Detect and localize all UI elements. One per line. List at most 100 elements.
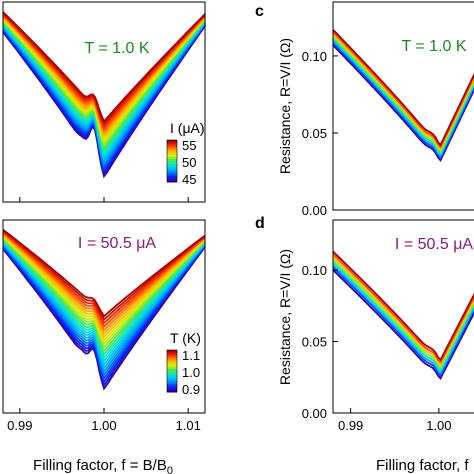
panel-c-frame: [332, 1, 474, 211]
series-line: [2, 16, 206, 138]
colorbar-segment: [167, 381, 177, 385]
series-line: [332, 269, 474, 380]
colorbar-segment: [167, 150, 177, 154]
series-line: [2, 231, 206, 329]
series-line: [332, 33, 474, 152]
series-line: [332, 258, 474, 370]
colorbar-segment: [167, 146, 177, 149]
x-tick-label: 0.99: [338, 418, 363, 433]
series-line: [2, 240, 206, 363]
series-line: [2, 229, 206, 322]
series-line: [332, 256, 474, 367]
series-line: [332, 31, 474, 149]
colorbar-tick-label: 50: [182, 155, 196, 170]
colorbar-segment: [167, 169, 177, 172]
series-line: [332, 42, 474, 160]
series-line: [2, 228, 206, 318]
colorbar-segment: [167, 177, 177, 181]
colorbar-segment: [167, 354, 177, 357]
colorbar-segment: [167, 373, 177, 376]
series-line: [332, 266, 474, 378]
colorbar-segment: [167, 163, 177, 166]
panel-d-series: [332, 250, 474, 380]
panel-c-series: [332, 29, 474, 163]
series-line: [332, 37, 474, 156]
colorbar-segment: [167, 161, 177, 164]
series-line: [2, 240, 206, 360]
panel-b-annotation: I = 50.5 μA: [78, 235, 156, 252]
colorbar-frame: [166, 349, 178, 393]
series-line: [2, 233, 206, 336]
series-line: [2, 244, 206, 377]
y-tick-label: 0.05: [302, 126, 327, 141]
colorbar-segment: [167, 179, 177, 183]
colorbar-segment: [167, 356, 177, 359]
series-line: [2, 237, 206, 349]
panel-a-annotation: T = 1.0 K: [84, 40, 149, 57]
colorbar-tick-label: 1.1: [182, 348, 200, 363]
series-line: [2, 11, 206, 123]
panel-c-ylabel: Resistance, R=V/I (Ω): [277, 38, 293, 174]
colorbar-segment: [167, 387, 177, 391]
colorbar-segment: [167, 364, 177, 368]
colorbar-segment: [167, 154, 177, 158]
series-line: [2, 244, 206, 381]
colorbar-tick-label: 1.0: [182, 365, 200, 380]
colorbar-segment: [167, 167, 177, 170]
series-line: [332, 253, 474, 365]
panel-c: c 0.00 0.05 0.10 Resistance, R=V/I (Ω) T =…: [255, 1, 474, 218]
series-line: [2, 243, 206, 374]
colorbar-segment: [167, 171, 177, 175]
panel-b-xlabel: Filling factor, f = B/B0: [33, 457, 173, 474]
x-tick-label: 1.00: [426, 418, 451, 433]
colorbar-segment: [167, 377, 177, 380]
series-line: [2, 234, 206, 339]
colorbar-segment: [167, 173, 177, 177]
colorbar-segment: [167, 379, 177, 382]
series-line: [2, 235, 206, 342]
panel-c-annotation: T = 1.0 K: [401, 38, 466, 55]
panel-d-xticks: 0.99 1.00: [338, 408, 452, 433]
series-line: [2, 241, 206, 367]
colorbar-segment: [167, 389, 177, 393]
colorbar-segment: [167, 352, 177, 355]
series-line: [2, 238, 206, 353]
panel-d: d 0.00 0.05 0.10 0.99 1.00 Resistance, R=V/…: [255, 215, 474, 474]
colorbar-segment: [167, 375, 177, 378]
series-line: [2, 15, 206, 136]
panel-d-ylabel: Resistance, R=V/I (Ω): [277, 249, 293, 385]
panel-d-xlabel: Filling factor, f: [376, 457, 469, 474]
y-tick-label: 0.00: [302, 203, 327, 218]
panel-b: 0.99 1.00 1.01 I = 50.5 μA T (K)1.11.00.9 …: [2, 219, 206, 474]
panel-d-yticks: 0.00 0.05 0.10: [302, 263, 338, 421]
series-line: [332, 264, 474, 375]
colorbar-segment: [167, 158, 177, 162]
colorbar-segment: [167, 360, 177, 364]
series-line: [2, 232, 206, 332]
y-tick-label: 0.05: [302, 335, 327, 350]
series-line: [332, 44, 474, 163]
colorbar-segment: [167, 368, 177, 372]
series-line: [2, 236, 206, 346]
colorbar-segment: [167, 156, 177, 160]
colorbar-segment: [167, 371, 177, 374]
colorbar-segment: [167, 165, 177, 168]
colorbar-frame: [166, 139, 178, 183]
series-line: [2, 230, 206, 325]
series-line: [332, 35, 474, 154]
y-tick-label: 0.00: [302, 406, 327, 421]
panel-a: T = 1.0 K I (μA) 55 50 45: [2, 1, 206, 203]
y-tick-label: 0.10: [302, 263, 327, 278]
colorbar-segment: [167, 144, 177, 147]
series-line: [332, 261, 474, 372]
series-line: [2, 239, 206, 356]
series-line: [332, 250, 474, 362]
panel-c-yticks: 0.00 0.05 0.10: [302, 49, 338, 218]
colorbar-segment: [167, 366, 177, 370]
x-tick-label: 0.99: [7, 418, 32, 433]
colorbar-tick-label: 55: [182, 138, 196, 153]
colorbar-segment: [167, 148, 177, 151]
colorbar-tick-label: 0.9: [182, 382, 200, 397]
y-tick-label: 0.10: [302, 49, 327, 64]
